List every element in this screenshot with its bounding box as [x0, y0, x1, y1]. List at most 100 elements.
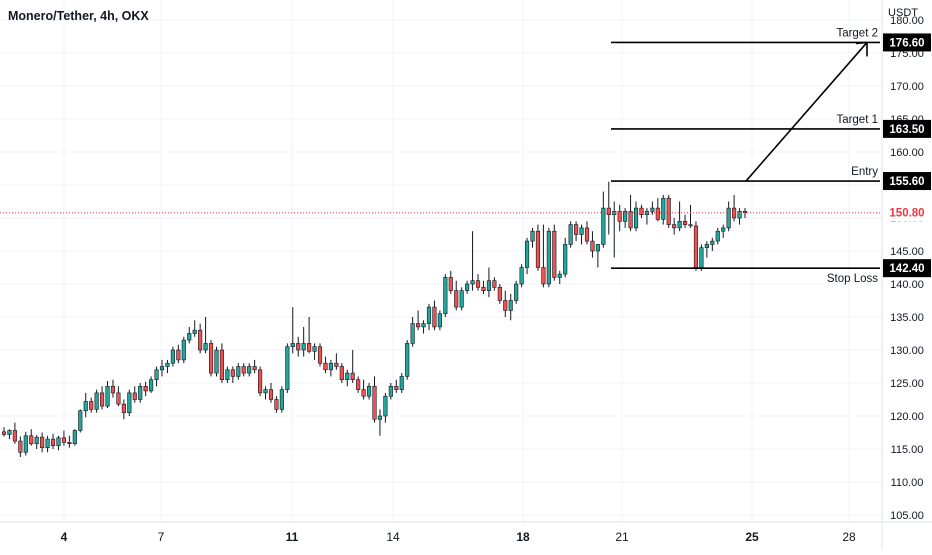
- level-price-tag: [883, 259, 931, 278]
- price-tick-label: 120.00: [890, 411, 924, 423]
- candle-body: [693, 225, 699, 268]
- candle-body: [470, 280, 475, 285]
- level-price-label: 176.60: [889, 37, 924, 49]
- candle-body: [448, 277, 453, 291]
- candle-body: [29, 435, 34, 445]
- candle-body: [279, 389, 284, 410]
- candle-body: [672, 224, 677, 229]
- candle-body: [230, 369, 235, 377]
- candle-body: [45, 438, 50, 448]
- candle-body: [274, 399, 279, 410]
- candle-body: [366, 385, 372, 397]
- candle-body: [677, 221, 682, 229]
- candle-body: [105, 385, 110, 407]
- candle-body: [83, 401, 88, 412]
- candle-body: [110, 385, 116, 394]
- candle-body: [181, 339, 186, 361]
- candle-body: [535, 230, 541, 268]
- candle-body: [530, 230, 535, 242]
- candle-body: [290, 343, 295, 347]
- candle-body: [617, 211, 622, 222]
- candle-body: [426, 306, 432, 324]
- candle-body: [208, 343, 214, 374]
- level-price-tag: [883, 33, 931, 52]
- projection-arrow-head: [855, 41, 868, 45]
- candle-body: [492, 280, 497, 288]
- candle-body: [661, 197, 666, 220]
- candle-body: [214, 349, 219, 374]
- candle-body: [23, 435, 28, 453]
- candle-body: [579, 227, 584, 235]
- candle-body: [508, 300, 513, 311]
- candle-body: [165, 362, 170, 367]
- candle-body: [18, 440, 23, 453]
- candle-body: [149, 379, 154, 392]
- candle-body: [127, 392, 132, 413]
- level-name-label: Target 1: [836, 114, 878, 126]
- price-tick-label: 145.00: [890, 246, 924, 258]
- price-tick-label: 110.00: [891, 477, 924, 489]
- price-tick-label: 125.00: [890, 378, 924, 390]
- candle-body: [568, 224, 573, 245]
- time-tick-label: 28: [842, 530, 856, 544]
- candle-body: [437, 313, 442, 328]
- candle-body: [688, 224, 693, 227]
- candle-body: [187, 333, 192, 341]
- price-tick-label: 115.00: [891, 444, 924, 456]
- candle-body: [61, 437, 67, 443]
- candle-body: [454, 290, 459, 308]
- candle-body: [377, 415, 383, 420]
- candle-body: [557, 273, 562, 278]
- candle-body: [459, 290, 464, 308]
- candle-body: [1, 431, 7, 435]
- candle-body: [650, 207, 655, 212]
- candle-body: [121, 403, 126, 413]
- candle-body: [704, 244, 709, 248]
- candle-body: [546, 230, 551, 285]
- time-tick-label: 7: [158, 530, 165, 544]
- candle-body: [285, 346, 290, 390]
- grid: [0, 0, 882, 522]
- candle-body: [339, 366, 344, 380]
- candle-body: [67, 442, 72, 445]
- candle-body: [258, 369, 263, 394]
- level-price-label: 163.50: [889, 124, 924, 136]
- candle-body: [601, 207, 606, 245]
- time-tick-label: 21: [615, 530, 629, 544]
- candle-body: [252, 366, 257, 371]
- candle-body: [176, 349, 181, 361]
- candle-body: [192, 329, 197, 334]
- time-tick-label: 18: [516, 530, 530, 544]
- candle-body: [682, 221, 688, 225]
- symbol-title: Monero/Tether, 4h, OKX: [8, 9, 149, 23]
- candle-body: [590, 240, 595, 252]
- candle-body: [710, 240, 715, 245]
- candle-body: [361, 389, 366, 397]
- candle-body: [574, 224, 579, 235]
- candle-body: [312, 346, 317, 352]
- currency-label: USDT: [888, 7, 918, 19]
- candle-body: [432, 306, 437, 328]
- candle-body: [56, 437, 61, 446]
- candle-body: [399, 376, 404, 390]
- candle-body: [132, 392, 137, 400]
- candle-body: [356, 379, 361, 390]
- candle-body: [421, 323, 426, 328]
- candle-body: [563, 244, 568, 275]
- candle-body: [241, 366, 246, 374]
- last-price-label: 150.80: [889, 208, 924, 220]
- last-price-tag: [883, 203, 931, 222]
- time-tick-label: 25: [745, 530, 759, 544]
- time-tick-label: 11: [286, 530, 299, 544]
- price-tick-label: 160.00: [890, 147, 924, 159]
- trade-levels: Target 2 Target 1 Entry Stop Loss: [0, 27, 882, 285]
- price-tick-label: 105.00: [890, 510, 924, 522]
- candle-body: [655, 207, 660, 220]
- candle-body: [737, 211, 742, 219]
- level-name-label: Entry: [851, 166, 878, 178]
- candle-body: [639, 207, 644, 216]
- candle-body: [225, 369, 230, 380]
- candle-body: [72, 430, 77, 445]
